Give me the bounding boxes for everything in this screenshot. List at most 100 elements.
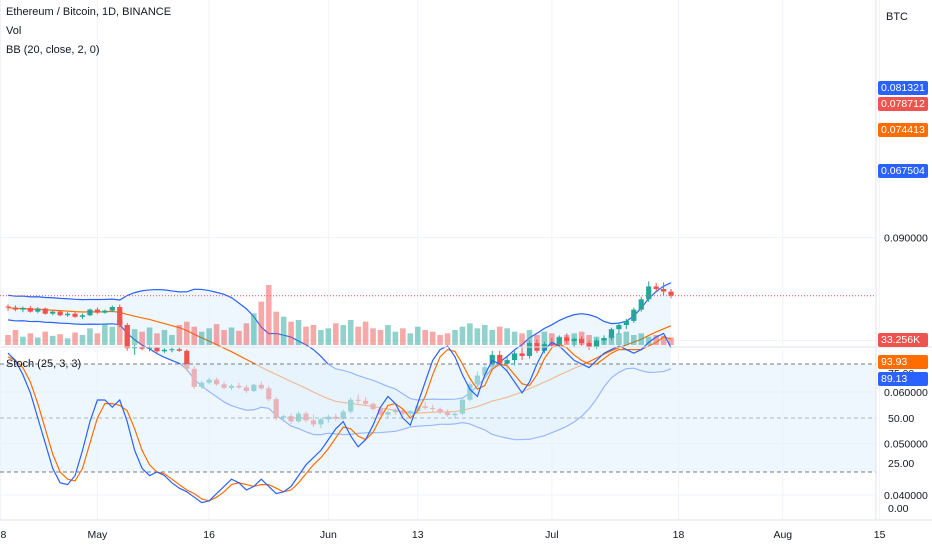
candle-body <box>65 313 71 316</box>
time-tick-label: 15 <box>874 529 886 541</box>
volume-bar <box>422 330 428 345</box>
time-tick-label: 18 <box>673 529 685 541</box>
volume-bar <box>489 330 496 345</box>
price-tag: 0.081321 <box>878 81 928 95</box>
volume-bar <box>504 328 510 345</box>
candle-body <box>579 338 585 344</box>
candle <box>42 307 48 315</box>
volume-bar <box>49 335 56 345</box>
time-tick-label: May <box>87 529 108 541</box>
volume-bar <box>251 313 257 345</box>
candle <box>109 305 115 313</box>
volume-bar <box>616 333 622 345</box>
candle-body <box>94 309 100 313</box>
candle <box>661 282 667 296</box>
candle <box>12 305 19 312</box>
volume-bar <box>303 326 309 345</box>
stochastic-oscillator <box>0 332 876 504</box>
candle <box>102 309 108 314</box>
time-tick-label: Jun <box>320 529 337 541</box>
candle <box>586 340 592 350</box>
candle <box>526 340 533 359</box>
volume-bar <box>87 328 93 345</box>
price-tag: 0.067504 <box>878 164 928 178</box>
time-tick-label: Aug <box>773 529 792 541</box>
candle-body <box>124 325 130 349</box>
volume-bar <box>131 329 138 345</box>
candle <box>79 313 86 319</box>
candle <box>601 335 607 345</box>
currency-label: BTC <box>886 11 908 23</box>
candle <box>154 346 160 353</box>
volume-bar <box>280 316 287 345</box>
candle-body <box>154 347 160 352</box>
volume-bar <box>5 335 11 345</box>
candle <box>5 304 11 311</box>
volume-bar <box>333 323 339 345</box>
candle-body <box>646 286 652 300</box>
candle-body <box>556 337 562 346</box>
candle-body <box>42 308 48 314</box>
stoch-d-line <box>7 336 672 502</box>
volume-bar <box>355 326 361 345</box>
price-tag: 0.078712 <box>878 97 928 111</box>
candle-body <box>109 307 115 311</box>
volume-bar <box>12 330 19 345</box>
volume-bar <box>228 327 235 345</box>
bollinger-legend[interactable]: BB (20, close, 2, 0) <box>6 44 100 56</box>
price-tick-label: 0.050000 <box>884 439 928 451</box>
candle-body <box>564 337 570 342</box>
volume-bar <box>347 320 354 345</box>
candle-body <box>12 307 19 310</box>
candle <box>72 312 78 318</box>
volume-bar <box>265 285 272 345</box>
candle <box>65 311 71 317</box>
volume-bar <box>258 301 265 345</box>
candle-body <box>653 286 659 289</box>
volume-bar <box>645 336 652 345</box>
volume-bar <box>35 337 41 345</box>
volume-bar <box>184 321 190 345</box>
volume-bar <box>243 323 250 345</box>
candle <box>631 307 637 323</box>
candle-body <box>20 308 26 310</box>
stoch-legend[interactable]: Stoch (25, 3, 3) <box>6 358 82 370</box>
candle-body <box>72 313 78 317</box>
volume-bar <box>653 335 659 345</box>
candle-body <box>57 311 63 316</box>
symbol-title[interactable]: Ethereum / Bitcoin, 1D, BINANCE <box>6 6 172 18</box>
volume-bar <box>340 325 347 345</box>
candle-body <box>526 343 533 356</box>
candle-body <box>35 308 41 312</box>
candle-body <box>5 306 11 308</box>
stoch-tag: 93.93 <box>878 355 928 369</box>
stoch-tick-label: 50.00 <box>888 413 914 425</box>
candle-body <box>146 347 153 349</box>
candle-body <box>139 346 145 349</box>
volume-bar <box>154 333 160 345</box>
volume-bar <box>407 333 414 345</box>
volume-bar <box>362 321 369 345</box>
volume-bar <box>526 330 533 345</box>
candle <box>638 296 644 312</box>
candle-body <box>638 299 644 310</box>
volume-bar <box>444 333 451 345</box>
candle-body <box>176 349 182 351</box>
stoch-tag: 89.13 <box>878 372 928 386</box>
candle <box>94 307 100 315</box>
volume-bar <box>57 334 63 345</box>
volume-bar <box>511 331 518 345</box>
volume-bar <box>27 333 34 345</box>
volume-bar <box>414 326 421 345</box>
volume-bar <box>116 320 123 345</box>
candle-body <box>623 320 629 326</box>
time-tick-label: 13 <box>412 529 424 541</box>
volume-bar <box>176 325 183 345</box>
volume-bar <box>541 331 548 345</box>
volume-legend[interactable]: Vol <box>6 25 22 37</box>
stoch-tick-label: 0.00 <box>888 503 909 515</box>
stoch-tick-label: 25.00 <box>888 458 914 470</box>
candle <box>139 345 145 351</box>
candle <box>20 306 26 313</box>
